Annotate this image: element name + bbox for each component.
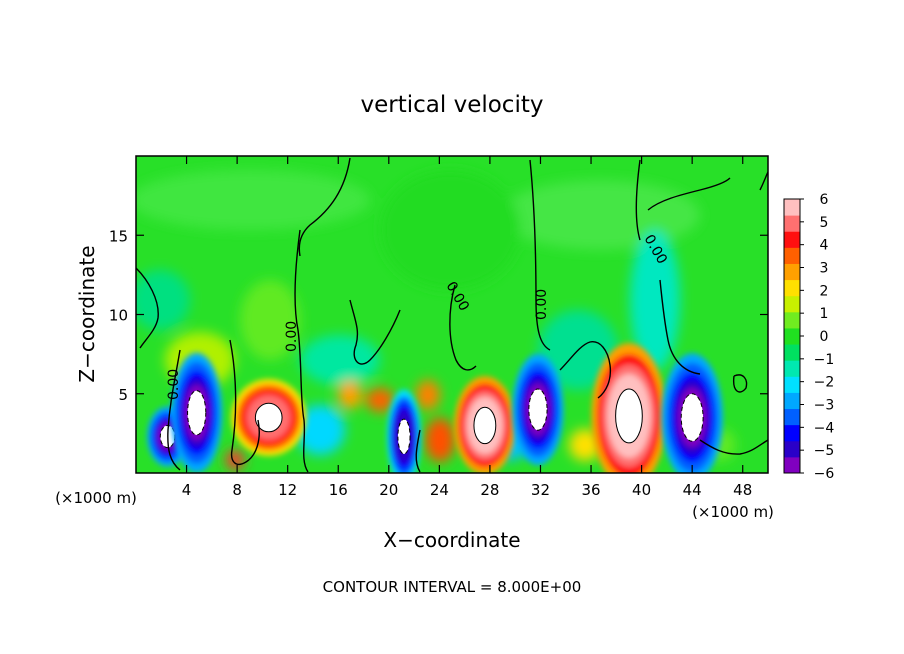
zero-contour-line [298, 157, 351, 257]
x-axis: 4 8 12 16 20 24 28 32 36 40 44 48 [182, 156, 752, 499]
x-tick-label: 28 [480, 481, 499, 499]
colorbar-tick-label: 2 [820, 283, 829, 299]
zero-contour-line [647, 177, 731, 211]
zero-contour-line [136, 267, 159, 349]
x-tick-label: 32 [531, 481, 550, 499]
cell-core [187, 390, 206, 435]
colorbar-swatch [784, 408, 800, 426]
cell-core [255, 403, 283, 432]
cell-core [397, 419, 411, 454]
cells-layer [147, 343, 723, 473]
zero-contour-line [699, 439, 768, 455]
y-tick-label: 10 [109, 307, 128, 325]
convective-cell [512, 353, 564, 466]
x-tick-label: 36 [581, 481, 600, 499]
cell-contour [254, 402, 283, 433]
x-tick-label: 24 [430, 481, 449, 499]
zero-contour-line [659, 279, 701, 375]
zero-contour-line [732, 374, 748, 393]
y-axis: 5 10 15 [109, 227, 768, 404]
zero-contour-line [349, 299, 401, 365]
zero-contour-line [529, 159, 551, 351]
x-unit-left: (×1000 m) [55, 489, 137, 507]
convective-cell [661, 353, 723, 473]
colorbar-swatch [784, 440, 800, 458]
zero-contour-line [635, 159, 641, 241]
cell-core [681, 393, 704, 442]
zero-contour-line [229, 339, 260, 466]
convective-cell [454, 376, 516, 473]
cell-contour [397, 418, 411, 455]
x-unit-right: (×1000 m) [692, 503, 774, 521]
cell-core [473, 407, 496, 444]
contour-label: 0.00 [284, 321, 300, 352]
x-tick-label: 20 [379, 481, 398, 499]
y-axis-label: Z−coordinate [75, 245, 99, 382]
contour-label: 0.00 [166, 369, 182, 400]
colorbar-swatch [784, 456, 800, 474]
colorbar-swatch [784, 263, 800, 281]
colorbar-tick-label: −4 [814, 420, 835, 436]
contour-label: 0.00 [534, 289, 550, 320]
x-tick-label: 16 [329, 481, 348, 499]
zero-contour-line [559, 341, 612, 399]
colorbar-tick-label: 0 [820, 329, 829, 345]
x-tick-label: 4 [182, 481, 192, 499]
cell-core [615, 388, 643, 443]
x-tick-label: 48 [733, 481, 752, 499]
colorbar-swatch [784, 424, 800, 442]
colorbar-swatch [784, 279, 800, 297]
zero-contour-line [415, 429, 421, 473]
zero-contours [136, 157, 768, 473]
cell-core [528, 388, 548, 431]
colorbar: 6 5 4 3 2 1 0 −1 −2 −3 −4 −5 −6 [783, 192, 835, 482]
y-tick-label: 5 [118, 386, 128, 404]
colorbar-swatch [784, 311, 800, 329]
colorbar-swatch [784, 392, 800, 410]
colorbar-swatch [784, 247, 800, 264]
colorbar-swatch [784, 215, 800, 232]
cell-contour [473, 406, 497, 445]
colorbar-tick-label: 6 [820, 192, 829, 208]
colorbar-swatch [784, 327, 800, 345]
colorbar-swatch [784, 231, 800, 248]
x-tick-label: 40 [632, 481, 651, 499]
colorbar-tick-label: −6 [814, 466, 835, 482]
colorbar-tick-label: −5 [814, 443, 835, 459]
cell-contour [187, 390, 207, 436]
colorbar-tick-label: −1 [814, 352, 835, 368]
colorbar-swatch [784, 344, 800, 361]
x-tick-label: 8 [232, 481, 242, 499]
colorbar-tick-label: 3 [820, 261, 829, 277]
zero-contour-line [449, 284, 477, 371]
x-tick-label: 12 [278, 481, 297, 499]
zero-contour-line [294, 229, 309, 473]
cell-contour [680, 393, 704, 442]
x-tick-label: 44 [683, 481, 702, 499]
contour-interval-note: CONTOUR INTERVAL = 8.000E+00 [323, 578, 582, 596]
colorbar-swatch [784, 199, 800, 216]
colorbar-tick-label: 4 [820, 238, 829, 254]
y-tick-label: 15 [109, 227, 128, 245]
cell-contour [528, 388, 548, 431]
colorbar-tick-label: −2 [814, 375, 835, 391]
convective-cell [386, 389, 422, 473]
x-axis-label: X−coordinate [383, 528, 520, 552]
convective-cell [171, 352, 223, 473]
colorbar-swatch [784, 376, 800, 393]
colorbar-swatch [784, 360, 800, 377]
convective-cell [591, 343, 667, 473]
colorbar-tick-label: 5 [820, 215, 829, 231]
plot-area: 0.00 0.00 0.00 0.00 0.00 [136, 156, 768, 473]
colorbar-tick-label: −3 [814, 398, 835, 414]
zero-contour-line [167, 349, 181, 471]
convective-cell [231, 379, 307, 457]
chart-title: vertical velocity [361, 92, 544, 118]
colorbar-tick-label: 1 [820, 306, 829, 322]
cell-contour [615, 388, 643, 444]
colorbar-swatch [784, 295, 800, 313]
